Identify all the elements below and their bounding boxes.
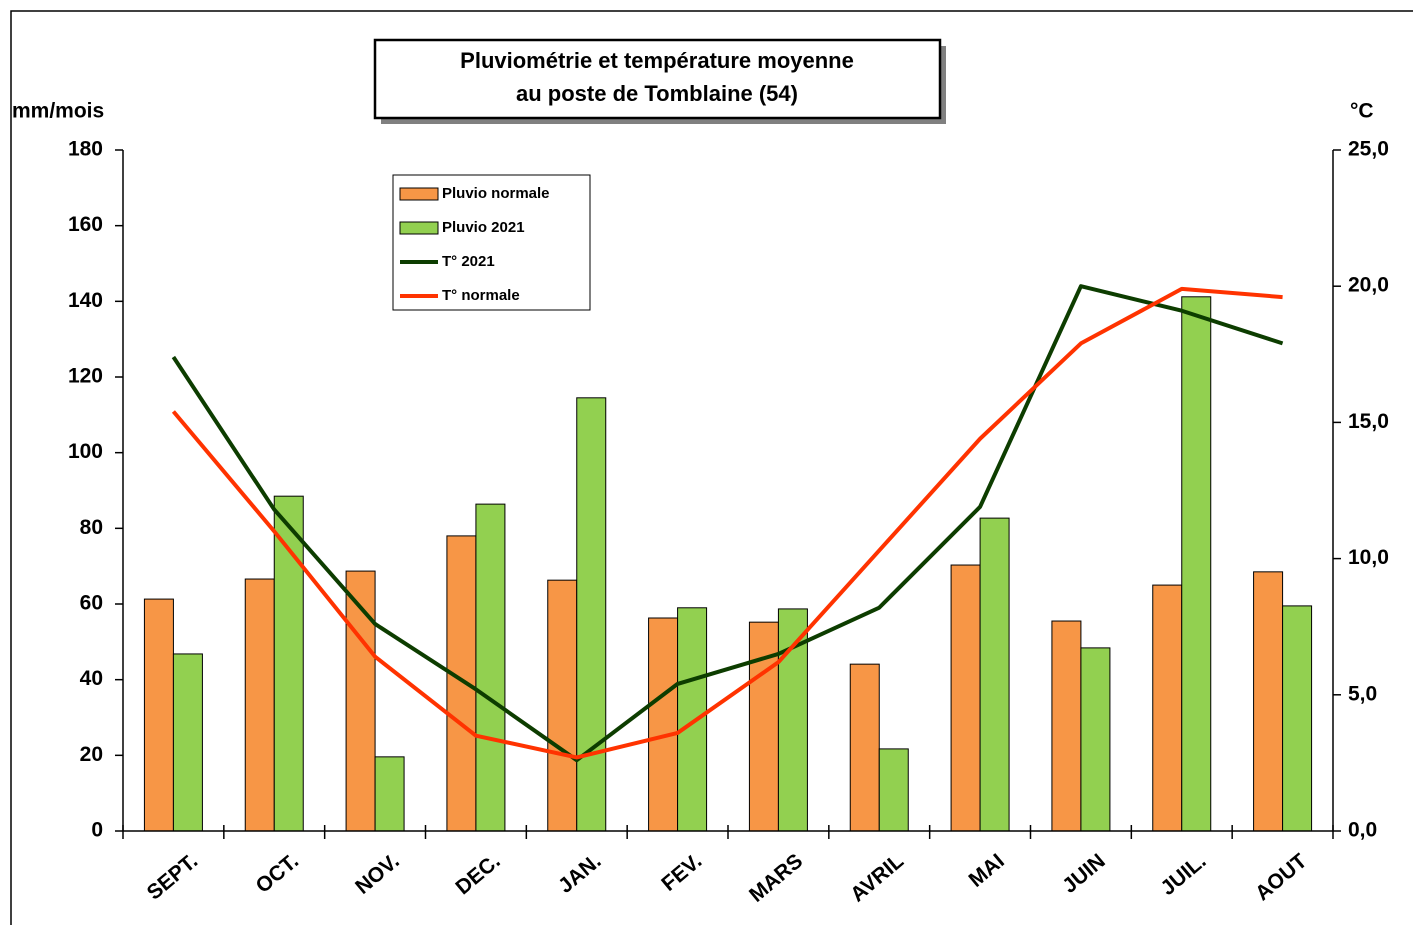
bar xyxy=(1051,620,1082,832)
bar xyxy=(446,535,477,832)
y-tick-label: 120 xyxy=(68,365,103,388)
y2-tick-label: 5,0 xyxy=(1348,682,1377,705)
bar xyxy=(244,578,275,832)
y2-tick-label: 0,0 xyxy=(1348,819,1377,842)
x-tick-label: FEV. xyxy=(657,849,706,895)
bar xyxy=(1253,571,1284,832)
bar xyxy=(172,653,203,832)
chart-title: Pluviométrie et température moyenne xyxy=(460,48,854,73)
chart-title: au poste de Tomblaine (54) xyxy=(516,81,798,106)
y-tick-label: 40 xyxy=(80,667,103,690)
legend-swatch xyxy=(399,187,439,201)
x-tick-label: OCT. xyxy=(252,849,303,897)
x-tick-label: AVRIL xyxy=(846,849,908,906)
legend-label: T° normale xyxy=(442,287,520,304)
y-tick-label: 60 xyxy=(80,592,103,615)
bar xyxy=(1152,584,1183,832)
bar xyxy=(979,517,1010,832)
bar xyxy=(677,607,708,832)
y2-tick-label: 15,0 xyxy=(1348,410,1389,433)
y-tick-label: 0 xyxy=(91,819,103,842)
y2-axis-label: °C xyxy=(1350,100,1374,123)
x-tick-label: JUIN xyxy=(1058,849,1109,897)
bar xyxy=(648,617,679,832)
line xyxy=(171,286,1283,760)
bar xyxy=(1282,605,1313,832)
title-box xyxy=(373,38,942,120)
bar xyxy=(950,564,981,832)
legend-swatch xyxy=(399,221,439,235)
bar xyxy=(143,598,174,832)
y2-tick-label: 10,0 xyxy=(1348,546,1389,569)
y-tick-label: 140 xyxy=(68,289,103,312)
y-tick-label: 100 xyxy=(68,440,103,463)
x-tick-label: SEPT. xyxy=(143,849,202,904)
x-tick-label: JUIL. xyxy=(1156,849,1210,900)
x-tick-label: MAI xyxy=(965,849,1009,891)
bar xyxy=(1181,296,1212,832)
x-tick-label: MARS xyxy=(745,849,807,906)
y-tick-label: 160 xyxy=(68,213,103,236)
frame xyxy=(10,10,1413,925)
bar xyxy=(576,397,607,832)
bar xyxy=(878,748,909,832)
y-tick-label: 20 xyxy=(80,743,103,766)
y-tick-label: 80 xyxy=(80,516,103,539)
legend-label: Pluvio normale xyxy=(442,185,550,202)
bar xyxy=(475,503,506,832)
y-axis-label: mm/mois xyxy=(12,100,104,123)
legend-label: Pluvio 2021 xyxy=(442,219,525,236)
x-tick-label: AOUT xyxy=(1251,849,1311,905)
y-tick-label: 180 xyxy=(68,138,103,161)
x-tick-label: DEC. xyxy=(451,849,504,899)
y2-tick-label: 25,0 xyxy=(1348,138,1389,161)
x-tick-label: JAN. xyxy=(554,849,605,897)
legend-label: T° 2021 xyxy=(442,253,495,270)
line xyxy=(171,284,1284,763)
bar xyxy=(1080,647,1111,832)
x-tick-label: NOV. xyxy=(351,849,404,898)
bar xyxy=(849,663,880,832)
bar xyxy=(547,579,578,832)
bar xyxy=(374,756,405,832)
y2-tick-label: 20,0 xyxy=(1348,274,1389,297)
